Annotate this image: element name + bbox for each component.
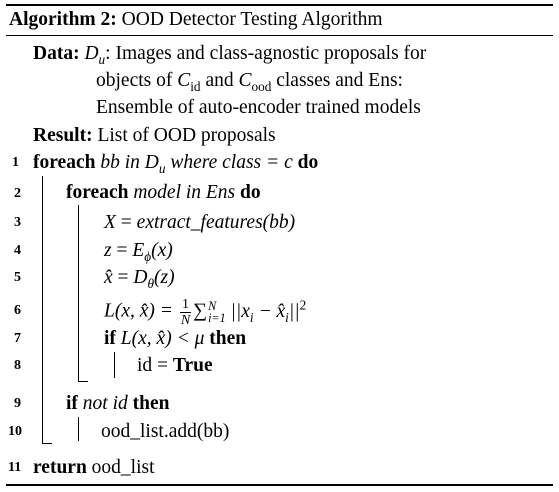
line5-lhs: x̂ [104,267,113,288]
line3-lhs: X [104,212,116,233]
scope-foreach-inner [78,205,79,382]
data-text-2c: classes and Ens: [276,70,403,91]
line-number-8: 8 [14,358,21,373]
algorithm-title: OOD Detector Testing Algorithm [121,9,383,30]
line-number-2: 2 [14,186,21,201]
line1-text-a: bb in [100,152,140,173]
result-line: Result: List of OOD proposals [33,125,276,147]
line-number-1: 1 [12,155,19,170]
cid-symbol: Cid [177,70,201,94]
line-number-11: 11 [8,460,22,475]
data-label: Data: [33,43,80,64]
scope-foreach-inner-end [78,381,88,382]
decoder-symbol: Dθ [133,267,155,291]
data-text-2b: and [205,70,234,91]
kw-if-1: if [104,328,116,349]
frac-denominator: N [180,311,191,328]
result-text: List of OOD proposals [97,125,276,146]
line1-text-b: where class = [170,152,280,173]
line-9: if not id then [66,393,169,415]
encoder-symbol: Eϕ [132,240,152,264]
line-number-3: 3 [14,215,21,230]
kw-then-1: then [209,328,247,349]
line5-rhs: (z) [154,267,175,288]
line-11: return ood_list [33,457,155,479]
kw-then-2: then [132,393,170,414]
scope-foreach-outer-end [42,443,52,444]
line-number-4: 4 [14,243,21,258]
line-8: id = True [137,355,213,377]
line8-lhs: id = [137,355,169,376]
line-2: foreach model in Ens do [66,182,261,204]
kw-return: return [33,457,87,478]
line7-cond: L(x, x̂) < μ [120,328,205,349]
data-line-3: Ensemble of auto-encoder trained models [96,97,421,119]
line-number-5: 5 [14,270,21,285]
scope-if-outer [78,417,79,441]
line-number-6: 6 [14,303,21,318]
result-label: Result: [33,125,93,146]
line-number-10: 10 [8,424,22,439]
line-number-9: 9 [14,396,21,411]
kw-do-1: do [297,152,319,173]
frac-numerator: 1 [179,297,192,313]
line-7: if L(x, x̂) < μ then [104,328,246,350]
line-4: z = Eϕ(x) [104,240,173,264]
sum-body-b: − x̂ [258,300,286,322]
algorithm-label: Algorithm 2: [9,9,117,30]
line-3: X = extract_features(bb) [104,212,296,233]
data-text-2a: objects of [96,70,173,91]
data-text-1: : Images and class-agnostic proposals fo… [105,43,427,64]
line10-stmt: ood_list.add(bb) [101,421,230,442]
data-line-1: Data: Du: Images and class-agnostic prop… [33,43,427,67]
sum-body: ||xi − x̂i||2 [230,297,307,325]
kw-do-2: do [240,182,261,203]
sum-body-a: ||x [230,300,250,322]
du-symbol: Du [84,43,106,67]
sum-bottom: i=1 [208,311,226,326]
line-5: x̂ = Dθ(z) [104,267,175,291]
line11-stmt: ood_list [91,457,155,478]
line6-lhs: L(x, x̂) = [104,300,173,322]
line9-cond: not id [82,393,128,414]
data-text-3: Ensemble of auto-encoder trained models [96,97,421,118]
kw-foreach-1: foreach [33,152,96,173]
kw-if-2: if [66,393,78,414]
cood-symbol: Cood [238,70,272,94]
line2-text: model in Ens [133,182,236,203]
bottom-rule [6,484,553,486]
sigma-symbol: ∑ [193,300,208,322]
line4-lhs: z [104,240,112,261]
line4-rhs: (x) [151,240,173,261]
data-line-2: objects of Cid and Cood classes and Ens: [96,70,403,94]
sum-body-c: || [288,300,300,322]
sum-top: N [208,298,217,313]
du-symbol-2: Du [144,152,166,176]
line3-arg: (bb) [262,212,296,233]
scope-foreach-outer [42,176,43,444]
kw-true: True [172,355,213,376]
algorithm-header: Algorithm 2: OOD Detector Testing Algori… [9,9,383,31]
line-10: ood_list.add(bb) [101,421,229,443]
line-1: foreach bb in Du where class = c do [33,152,319,176]
kw-foreach-2: foreach [66,182,129,203]
header-rule [6,35,553,36]
line3-fn: extract_features [136,212,263,233]
scope-if-inner [114,352,115,378]
line1-text-c: c [284,152,293,173]
line-number-7: 7 [14,331,21,346]
top-rule [6,4,553,6]
